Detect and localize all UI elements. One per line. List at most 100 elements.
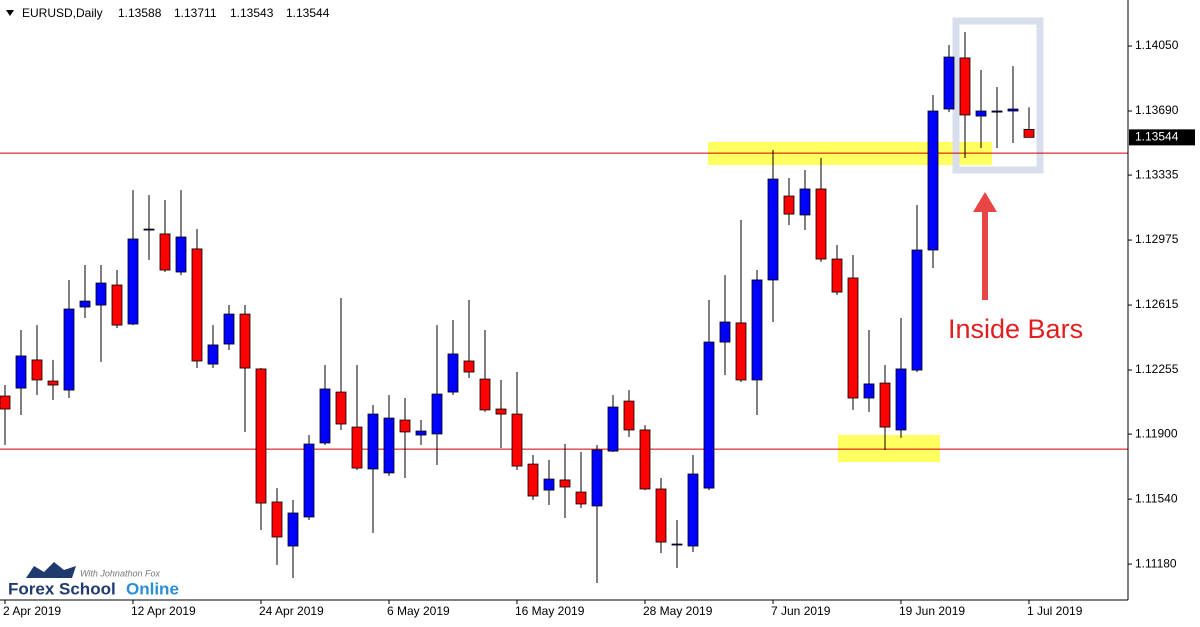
candle-body <box>959 57 971 116</box>
y-tick-label: 1.11900 <box>1135 426 1178 440</box>
header-open: 1.13588 <box>118 6 162 20</box>
candle-body <box>127 238 139 325</box>
y-tick-label: 1.13335 <box>1135 167 1179 181</box>
candle-body <box>255 368 267 504</box>
x-tick-label: 28 May 2019 <box>643 604 713 618</box>
logo-icon <box>26 562 76 578</box>
y-tick-label: 1.11540 <box>1135 491 1178 505</box>
x-tick-label: 16 May 2019 <box>515 604 585 618</box>
candle-body <box>479 378 491 411</box>
header-close: 1.13544 <box>286 6 330 20</box>
candle-body <box>271 501 283 538</box>
y-tick-label: 1.12255 <box>1135 362 1179 376</box>
candle-body <box>559 479 571 488</box>
brand-tagline: With Johnathon Fox <box>80 568 160 578</box>
candle-body <box>399 419 411 433</box>
candle-body <box>927 110 939 251</box>
candle-body <box>831 258 843 293</box>
symbol: EURUSD,Daily <box>22 6 103 20</box>
header-low: 1.13543 <box>230 6 274 20</box>
candle-body <box>783 195 795 215</box>
candle-body <box>463 360 475 373</box>
candle-body <box>991 110 1003 113</box>
plot <box>0 31 1128 584</box>
y-tick-label: 1.13690 <box>1135 103 1179 117</box>
price-label-box <box>1129 129 1195 146</box>
candle-body <box>367 413 379 470</box>
candle-body <box>511 413 523 467</box>
candle-body <box>575 491 587 505</box>
y-tick-label: 1.14050 <box>1135 38 1179 52</box>
candle-body <box>943 56 955 110</box>
annotation: Inside Bars <box>948 314 1083 344</box>
y-tick-label: 1.11180 <box>1135 556 1177 570</box>
candle-body <box>671 543 683 546</box>
candle-body <box>207 344 219 365</box>
candle-body <box>799 188 811 216</box>
candle-body <box>63 308 75 391</box>
candle-body <box>687 473 699 547</box>
x-tick-label: 2 Apr 2019 <box>3 604 61 618</box>
candle-body <box>175 236 187 273</box>
y-tick-label: 1.12975 <box>1135 232 1179 246</box>
candle-body <box>591 449 603 507</box>
candle-body <box>47 380 59 386</box>
candle-body <box>815 188 827 260</box>
candle-body <box>143 228 155 231</box>
x-tick-label: 7 Jun 2019 <box>771 604 831 618</box>
candle-body <box>735 322 747 381</box>
candle-body <box>863 383 875 399</box>
x-tick-label: 19 Jun 2019 <box>899 604 965 618</box>
candle-body <box>655 488 667 543</box>
brand-suffix: Online <box>126 579 179 598</box>
candle-body <box>543 478 555 491</box>
candle-body <box>975 110 987 117</box>
candle-body <box>879 382 891 428</box>
header-high: 1.13711 <box>174 6 217 20</box>
candle-body <box>751 279 763 381</box>
candle-body <box>767 178 779 281</box>
arrow-head <box>973 192 997 212</box>
candle-body <box>223 313 235 345</box>
candle-body <box>623 400 635 431</box>
candle-body <box>911 249 923 371</box>
candle-body <box>0 395 11 410</box>
candle-body <box>303 443 315 518</box>
candle-body <box>431 393 443 435</box>
candle-body <box>639 429 651 490</box>
menu-triangle <box>6 10 14 16</box>
candle-body <box>415 430 427 436</box>
y-tick-label: 1.12615 <box>1135 297 1179 311</box>
candle-body <box>447 353 459 393</box>
candle-body <box>95 282 107 306</box>
brand-name: Forex School <box>8 579 116 598</box>
candle-body <box>79 300 91 308</box>
x-tick-label: 24 Apr 2019 <box>259 604 324 618</box>
x-tick-label: 6 May 2019 <box>387 604 450 618</box>
candle-body <box>31 359 43 381</box>
candle-body <box>239 313 251 369</box>
candle-body <box>319 388 331 444</box>
candle-body <box>847 277 859 399</box>
candle-body <box>1007 108 1019 112</box>
candle-body <box>703 341 715 489</box>
candle-body <box>719 321 731 343</box>
candle-body <box>495 408 507 415</box>
price-label: 1.13544 <box>1135 130 1179 144</box>
candle-body <box>1023 129 1035 138</box>
x-tick-label: 1 Jul 2019 <box>1027 604 1083 618</box>
candle-body <box>191 248 203 362</box>
x-tick-label: 12 Apr 2019 <box>131 604 196 618</box>
candle-body <box>111 284 123 326</box>
candle-body <box>607 406 619 452</box>
candle-body <box>159 233 171 271</box>
candle-body <box>383 417 395 474</box>
candle-body <box>895 368 907 431</box>
logo: With Johnathon Fox Forex School Online <box>8 562 179 598</box>
candle-body <box>335 391 347 425</box>
inside-bars-box <box>952 17 1044 174</box>
support-highlight <box>838 435 940 462</box>
candle-body <box>351 426 363 469</box>
